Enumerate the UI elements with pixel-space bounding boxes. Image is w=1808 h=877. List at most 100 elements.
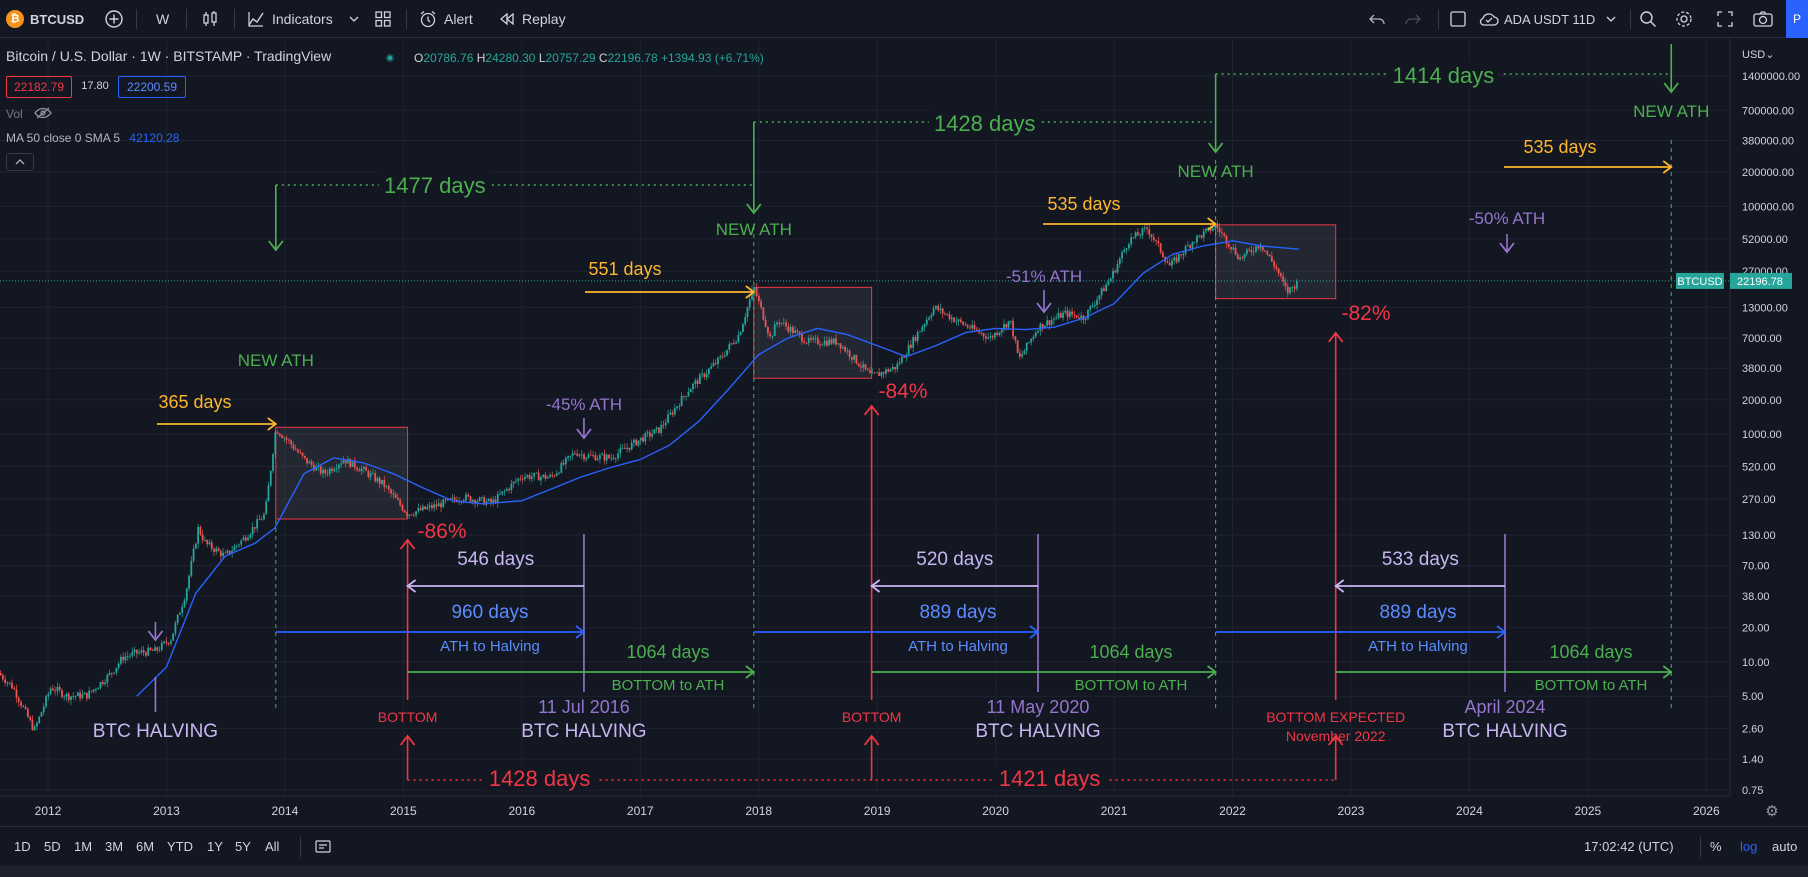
layout-menu-button[interactable]: ADA USDT 11D (1478, 0, 1617, 38)
log-scale-toggle[interactable]: log (1740, 838, 1758, 854)
price-tick-label: 20.00 (1742, 623, 1770, 635)
halving-drop-arrow (147, 630, 164, 642)
compare-add-icon[interactable] (104, 0, 124, 38)
candle-body (948, 314, 951, 320)
range-5d[interactable]: 5D (44, 838, 61, 854)
candle-body (551, 474, 554, 476)
candle-body (571, 453, 574, 456)
candle-body (515, 481, 517, 482)
price-axis[interactable]: USD⌄ 1400000.00 700000.00 380000.00 200000.0… (1676, 38, 1808, 797)
halving-drop-arrow (1036, 302, 1052, 314)
auto-scale-toggle[interactable]: auto (1772, 838, 1798, 854)
range-1y[interactable]: 1Y (207, 838, 223, 854)
new-ath-label: NEW ATH (238, 351, 314, 370)
layouts-grid-icon[interactable] (374, 0, 392, 38)
time-tick-label: 2024 (1456, 804, 1483, 818)
symbol-search-button[interactable]: ₿ BTCUSD (6, 0, 84, 38)
ma-legend[interactable]: MA 50 close 0 SMA 5 42120.28 (6, 131, 179, 145)
volume-legend[interactable]: Vol (6, 107, 52, 121)
percent-scale-toggle[interactable]: % (1710, 838, 1722, 854)
legend-title[interactable]: Bitcoin / U.S. Dollar · 1W · BITSTAMP · … (6, 48, 332, 64)
halving-label: BTC HALVING (93, 721, 218, 742)
candle-style-icon[interactable] (200, 0, 220, 38)
indicators-label: Indicators (272, 11, 333, 27)
candle-body (614, 458, 617, 460)
alert-button[interactable]: Alert (418, 0, 473, 38)
candle-body (165, 641, 168, 643)
gear-icon[interactable] (1674, 0, 1694, 38)
candle-body (49, 688, 52, 695)
candle-body (494, 499, 497, 503)
interval-button[interactable]: W (156, 11, 170, 27)
replay-button[interactable]: Replay (498, 0, 566, 38)
candle-body (471, 499, 474, 502)
candle-body (1236, 254, 1239, 260)
bottom-to-halving-label: 546 days (457, 549, 534, 570)
candle-body (1071, 311, 1074, 315)
candle-body (228, 550, 231, 554)
candle-body (310, 461, 313, 465)
candle-body (1089, 306, 1092, 310)
date-range-icon[interactable] (314, 827, 332, 865)
candle-body (989, 336, 992, 338)
candle-body (421, 506, 424, 511)
bottom-to-ath-caption: BOTTOM to ATH (1075, 677, 1188, 694)
grid (0, 38, 1730, 796)
range-6m[interactable]: 6M (136, 838, 155, 854)
time-axis[interactable]: 2012 2013 2014 2015 2016 2017 2018 2019 2020 2021… (0, 795, 1779, 820)
price-tick-label: 70.00 (1742, 561, 1770, 573)
undo-icon[interactable] (1368, 0, 1386, 38)
candle-body (851, 357, 853, 360)
range-3m[interactable]: 3M (105, 838, 124, 854)
price-chart[interactable]: 1477 days 1428 days 1414 days NEW ATH NEW AT… (0, 0, 1808, 826)
range-1d[interactable]: 1D (14, 838, 31, 854)
camera-icon[interactable] (1752, 0, 1774, 38)
fullscreen-icon[interactable] (1716, 0, 1734, 38)
price-tick-label: 2.60 (1742, 724, 1763, 736)
candle-body (705, 373, 708, 378)
search-icon[interactable] (1638, 0, 1658, 38)
bottom-interval-label: 1421 days (999, 766, 1101, 791)
bottom-to-ath-arrow (1662, 665, 1673, 679)
sell-price-button[interactable]: 22182.79 (6, 76, 72, 98)
collapse-legend-button[interactable] (6, 153, 34, 171)
price-tick-label: 10.00 (1742, 657, 1770, 669)
buy-price-button[interactable]: 22200.59 (118, 76, 186, 98)
halving-date: 11 Jul 2016 (538, 697, 630, 717)
new-ath-label: NEW ATH (1178, 162, 1254, 181)
candle-body (678, 406, 681, 407)
price-tick-label: 200000.00 (1742, 167, 1794, 179)
candle-body (599, 455, 601, 459)
range-all[interactable]: All (265, 838, 280, 854)
clock-time[interactable]: 17:02:42 (UTC) (1584, 838, 1674, 854)
range-5y[interactable]: 5Y (235, 838, 251, 854)
candle-body (1280, 273, 1282, 277)
candle-body (1241, 257, 1244, 259)
ath-arrow (746, 203, 762, 215)
candle-body (944, 313, 946, 315)
candle-body (1080, 315, 1083, 319)
range-ytd[interactable]: YTD (167, 838, 193, 854)
candle-body (367, 470, 370, 477)
redo-icon[interactable] (1404, 0, 1422, 38)
candle-body (181, 606, 184, 614)
candle-body (769, 333, 772, 337)
publish-button[interactable]: P (1786, 0, 1808, 38)
candle-body (1100, 288, 1103, 296)
halving-label: BTC HALVING (975, 721, 1100, 742)
chevron-down-icon[interactable] (348, 0, 360, 38)
price-tick-label: 1.40 (1742, 754, 1763, 766)
bottom-interval-arrow (1327, 734, 1344, 746)
candle-body (465, 494, 467, 501)
fullscreen-square-icon[interactable] (1448, 0, 1468, 38)
replay-label: Replay (522, 11, 566, 27)
candle-body (1252, 251, 1255, 253)
indicators-button[interactable]: Indicators (246, 0, 333, 38)
range-1m[interactable]: 1M (74, 838, 93, 854)
candle-body (469, 496, 472, 502)
eye-hidden-icon[interactable] (34, 107, 52, 119)
candle-body (882, 372, 885, 374)
candle-body (431, 505, 433, 509)
candle-body (217, 548, 220, 551)
candle-body (365, 466, 368, 471)
